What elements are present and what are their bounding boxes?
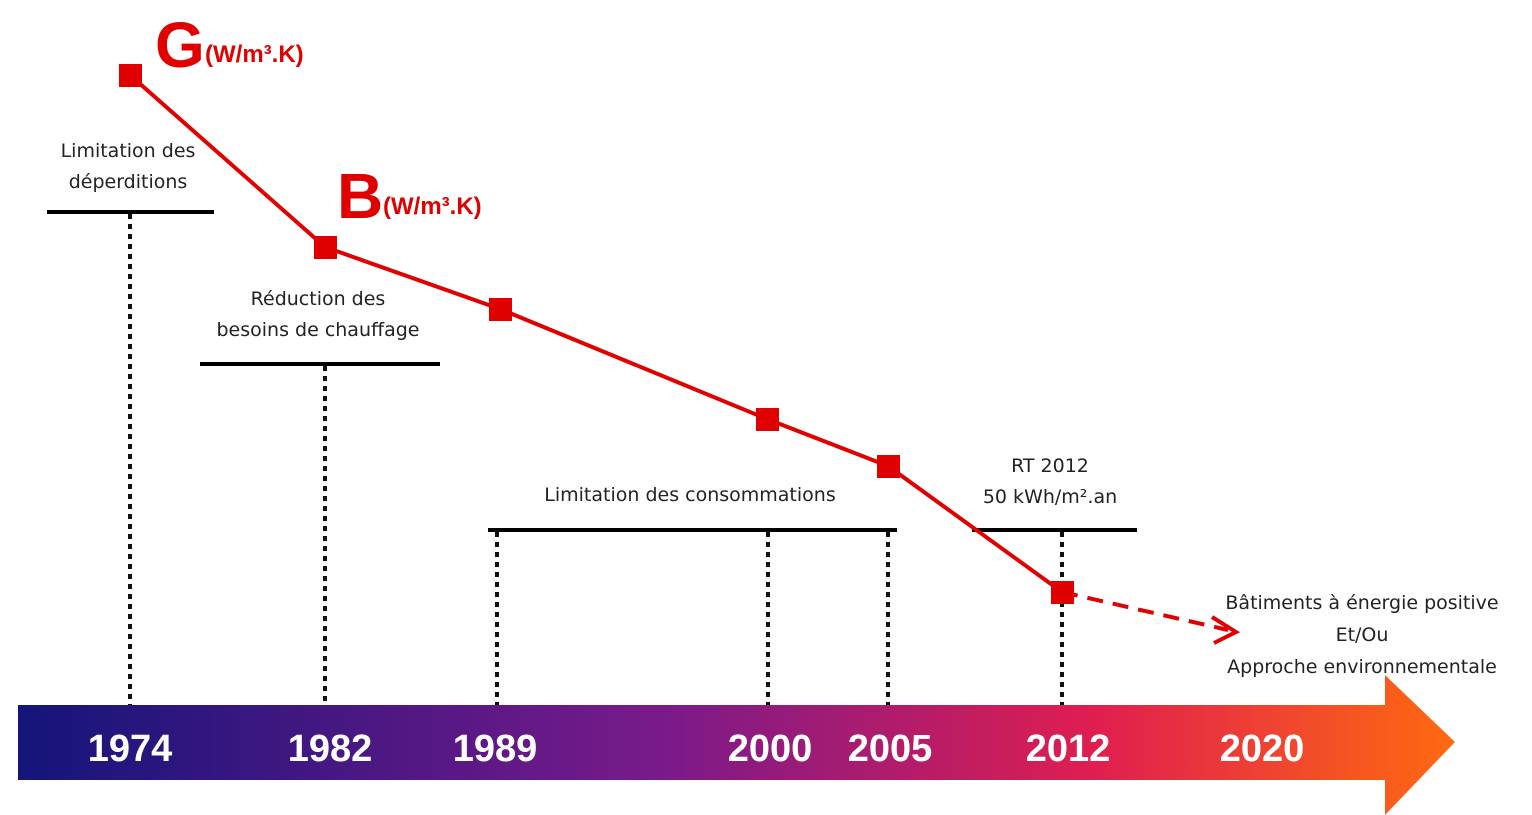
year-label: 1982 [288,728,373,770]
period-label: déperditions [69,171,188,193]
period-label: Réduction des [251,288,386,310]
year-label: 1989 [453,728,538,770]
year-label: 2020 [1220,728,1305,770]
period-label: Limitation des consommations [544,484,835,506]
period-label: RT 2012 [1011,455,1089,477]
year-label: 2000 [728,728,813,770]
marker-unit: (W/m³.K) [383,193,482,220]
period-label: besoins de chauffage [217,319,420,341]
goal-label: Et/Ou [1336,624,1389,646]
year-label: 2005 [848,728,933,770]
timeline-arrow [18,675,1455,815]
marker-letter: B [337,160,383,232]
period-label: 50 kWh/m².an [983,486,1117,508]
dotted-guides [128,214,1064,705]
trend-line [119,64,1241,645]
year-label: 2012 [1026,728,1111,770]
marker-unit: (W/m³.K) [205,41,304,68]
period-bars [47,210,1137,532]
year-label: 1974 [88,728,173,770]
period-label: Limitation des [61,140,196,162]
marker-letter: G [155,9,205,81]
goal-label: Bâtiments à énergie positive [1225,592,1498,614]
goal-label: Approche environnementale [1227,656,1497,678]
